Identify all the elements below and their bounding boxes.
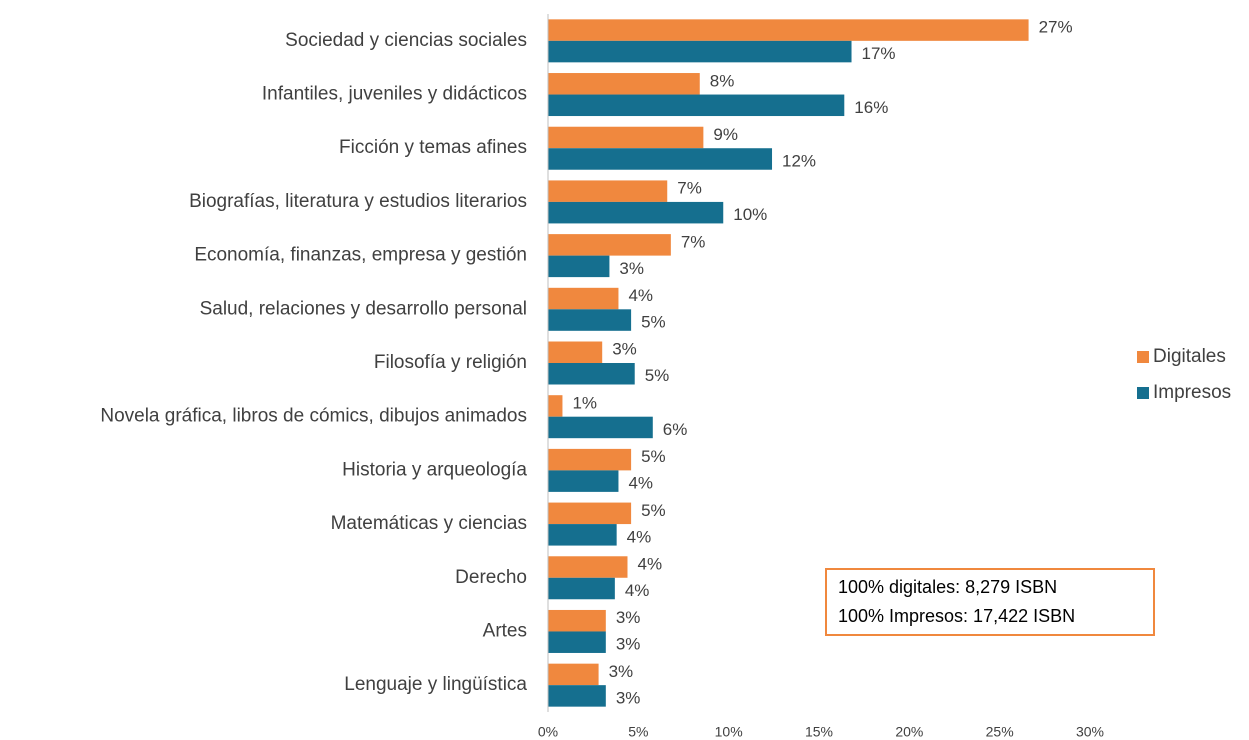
x-tick-label: 25% xyxy=(986,724,1014,740)
x-tick-label: 30% xyxy=(1076,724,1104,740)
bar xyxy=(548,94,845,117)
legend-label: Digitales xyxy=(1153,346,1226,367)
data-label: 4% xyxy=(625,581,650,600)
data-label: 4% xyxy=(628,286,653,305)
bar xyxy=(548,556,628,578)
y-tick-label: Historia y arqueología xyxy=(342,459,527,480)
data-label: 7% xyxy=(677,179,702,198)
bar xyxy=(548,73,700,95)
y-tick-label: Ficción y temas afines xyxy=(339,137,527,158)
legend-swatch xyxy=(1137,351,1149,363)
bar xyxy=(548,19,1029,41)
bar xyxy=(548,577,615,600)
bar xyxy=(548,148,773,170)
y-tick-label: Derecho xyxy=(455,567,527,588)
data-label: 3% xyxy=(619,259,644,278)
data-label: 27% xyxy=(1039,18,1073,37)
y-tick-label: Salud, relaciones y desarrollo personal xyxy=(200,298,527,319)
data-label: 3% xyxy=(609,662,634,681)
data-label: 8% xyxy=(710,71,735,90)
legend-swatch xyxy=(1137,387,1149,399)
data-label: 4% xyxy=(637,555,662,574)
bar xyxy=(548,470,619,492)
bar xyxy=(548,255,610,278)
legend-label: Impresos xyxy=(1153,382,1231,403)
data-label: 1% xyxy=(572,393,597,412)
y-tick-label: Sociedad y ciencias sociales xyxy=(285,30,527,51)
data-label: 3% xyxy=(616,635,641,654)
bar xyxy=(548,287,619,310)
y-tick-label: Lenguaje y lingüística xyxy=(344,674,527,695)
x-tick-label: 15% xyxy=(805,724,833,740)
data-label: 16% xyxy=(854,98,888,117)
data-label: 10% xyxy=(733,205,767,224)
bar xyxy=(548,448,632,471)
annotation: 100% digitales: 8,279 ISBN xyxy=(838,577,1057,597)
data-label: 6% xyxy=(663,420,688,439)
y-tick-label: Artes xyxy=(483,620,527,641)
x-tick-label: 20% xyxy=(895,724,923,740)
bar xyxy=(548,663,599,686)
data-label: 12% xyxy=(782,151,816,170)
y-tick-label: Filosofía y religión xyxy=(374,352,527,373)
data-label: 3% xyxy=(612,340,637,359)
data-label: 5% xyxy=(641,447,666,466)
y-tick-label: Economía, finanzas, empresa y gestión xyxy=(194,245,527,266)
bar xyxy=(548,309,632,331)
y-tick-label: Novela gráfica, libros de cómics, dibujo… xyxy=(100,406,527,427)
data-label: 5% xyxy=(641,501,666,520)
y-tick-label: Biografías, literatura y estudios litera… xyxy=(189,191,527,212)
bar xyxy=(548,180,668,202)
data-label: 3% xyxy=(616,608,641,627)
bar xyxy=(548,609,606,632)
x-tick-label: 0% xyxy=(538,724,558,740)
bar xyxy=(548,341,603,363)
x-tick-label: 10% xyxy=(715,724,743,740)
data-label: 5% xyxy=(645,366,670,385)
bar xyxy=(548,685,606,707)
data-label: 3% xyxy=(616,688,641,707)
bar xyxy=(548,524,617,546)
data-label: 5% xyxy=(641,313,666,332)
bar xyxy=(548,395,563,417)
data-label: 7% xyxy=(681,232,706,251)
bar xyxy=(548,416,653,439)
bar xyxy=(548,631,606,653)
data-label: 4% xyxy=(627,527,652,546)
bar xyxy=(548,201,724,224)
x-tick-label: 5% xyxy=(628,724,648,740)
bar xyxy=(548,40,852,63)
bar xyxy=(548,363,635,385)
annotation-box xyxy=(825,568,1155,636)
y-tick-label: Infantiles, juveniles y didácticos xyxy=(262,84,527,105)
bar xyxy=(548,126,704,149)
y-tick-label: Matemáticas y ciencias xyxy=(331,513,527,534)
data-label: 17% xyxy=(862,44,896,63)
bar xyxy=(548,502,632,525)
annotation: 100% Impresos: 17,422 ISBN xyxy=(838,606,1075,626)
data-label: 4% xyxy=(628,474,653,493)
bar xyxy=(548,234,671,256)
data-label: 9% xyxy=(713,125,738,144)
